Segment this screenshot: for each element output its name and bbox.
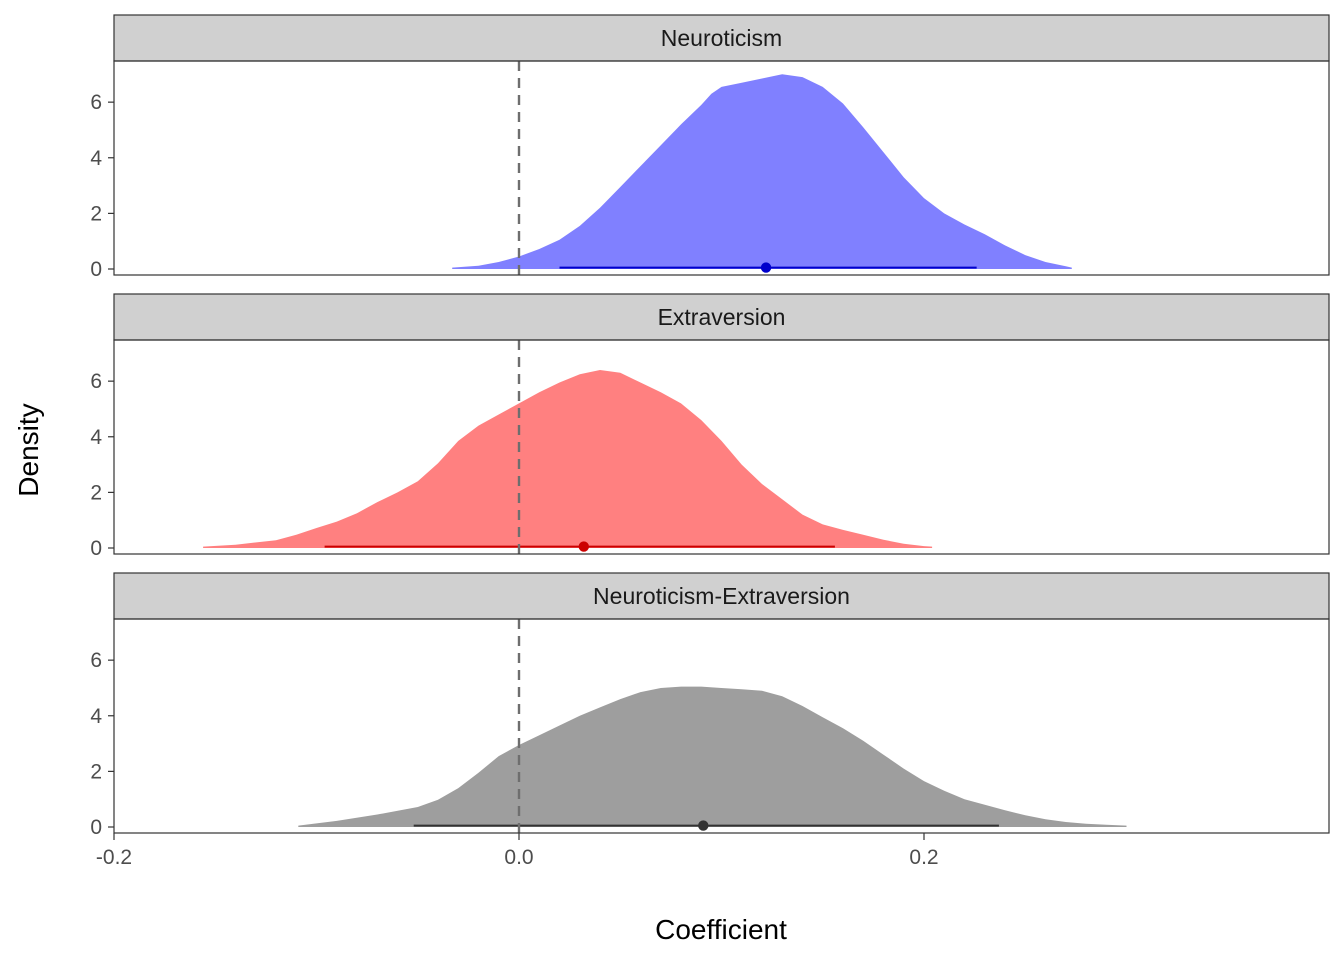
y-tick-label: 4 <box>90 426 102 449</box>
x-axis-title: Coefficient <box>655 914 787 945</box>
point-estimate <box>698 820 709 831</box>
point-estimate <box>578 541 589 552</box>
y-tick-label: 0 <box>90 258 102 281</box>
facet-panel <box>113 618 1330 834</box>
facet-strip <box>113 293 1330 341</box>
y-tick-label: 4 <box>90 705 102 728</box>
y-tick-label: 2 <box>90 202 102 225</box>
y-axis-title: Density <box>13 403 44 496</box>
density-area <box>452 74 1072 269</box>
facet-0: Neuroticism 0 2 4 6 <box>90 14 1330 281</box>
x-axis: -0.2 0.0 0.2 <box>96 833 939 869</box>
y-tick-label: 2 <box>90 760 102 783</box>
y-tick-label: 6 <box>90 649 102 672</box>
y-tick-label: 6 <box>90 370 102 393</box>
x-tick-label: -0.2 <box>96 846 132 869</box>
density-area <box>298 686 1127 827</box>
facets-layer: Neuroticism0246Extraversion0246Neurotici… <box>90 14 1330 839</box>
y-tick-label: 6 <box>90 91 102 114</box>
facet-strip <box>113 14 1330 62</box>
facet-label: Neuroticism <box>661 25 782 51</box>
y-tick-label: 0 <box>90 816 102 839</box>
facet-1: Extraversion 0 2 4 6 <box>90 293 1330 560</box>
facet-label: Extraversion <box>658 304 786 330</box>
point-estimate <box>760 262 772 273</box>
facet-strip <box>113 572 1330 620</box>
y-tick-label: 4 <box>90 147 102 170</box>
x-tick-label: 0.0 <box>504 846 533 869</box>
facet-label: Neuroticism-Extraversion <box>593 583 850 609</box>
facet-panel <box>113 60 1330 276</box>
y-tick-label: 2 <box>90 481 102 504</box>
density-area <box>203 370 933 548</box>
x-tick-label: 0.2 <box>909 846 938 869</box>
y-tick-label: 0 <box>90 537 102 560</box>
facet-panel <box>113 339 1330 555</box>
facet-2: Neuroticism-Extraversion 0 2 4 6 <box>90 572 1330 839</box>
